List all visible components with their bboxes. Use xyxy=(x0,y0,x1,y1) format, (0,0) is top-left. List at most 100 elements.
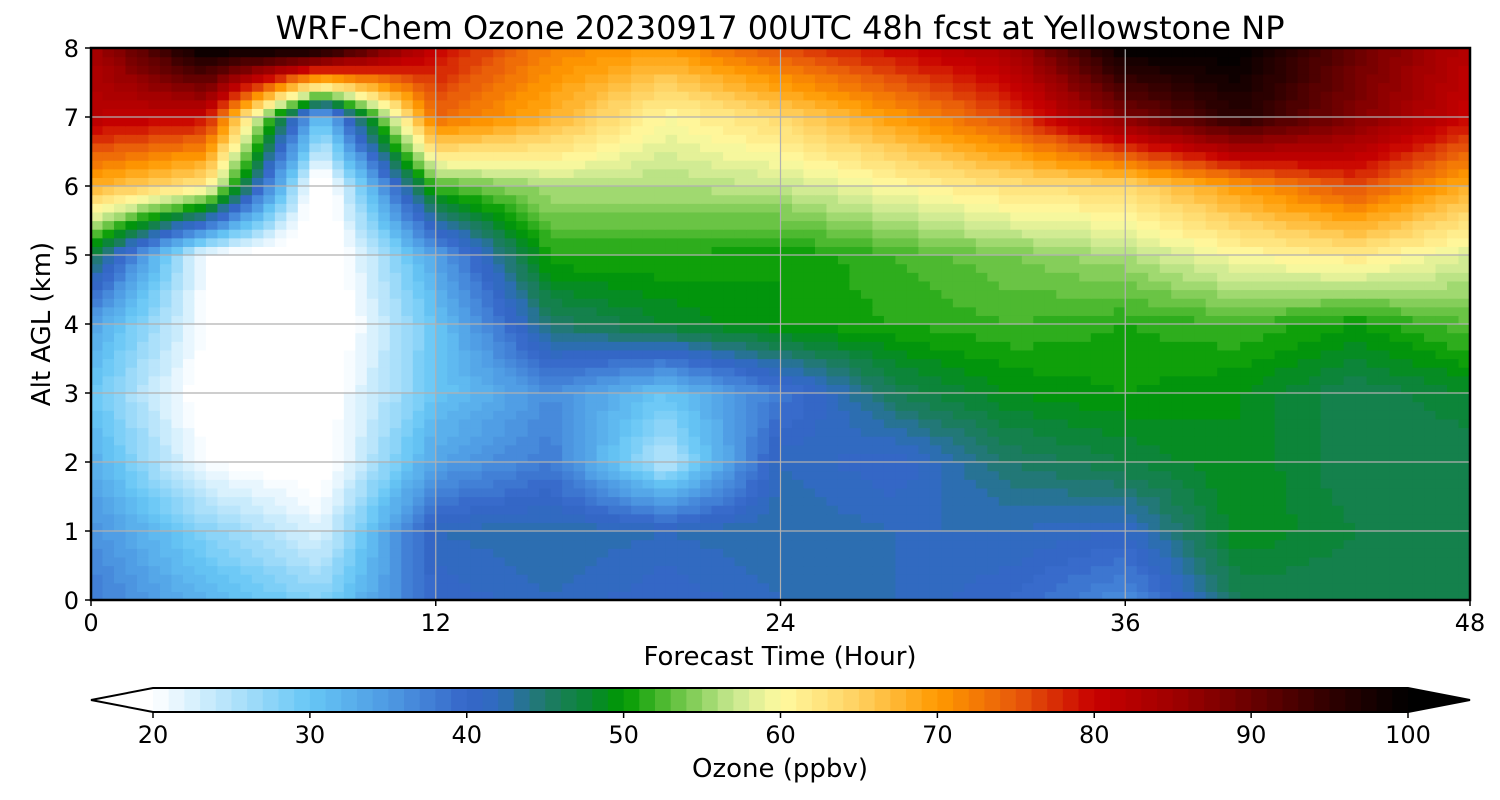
field-cell xyxy=(929,272,942,282)
field-cell xyxy=(378,410,391,420)
field-cell xyxy=(527,418,540,429)
field-cell xyxy=(872,513,885,523)
field-cell xyxy=(631,393,644,403)
field-cell xyxy=(585,237,598,247)
field-cell xyxy=(1424,444,1437,454)
field-cell xyxy=(780,393,793,403)
field-cell xyxy=(355,556,368,567)
field-cell xyxy=(205,427,219,437)
field-cell xyxy=(1171,487,1184,498)
field-cell xyxy=(1412,384,1425,394)
field-cell xyxy=(654,522,667,532)
field-cell xyxy=(1217,556,1230,567)
field-cell xyxy=(263,324,276,334)
field-cell xyxy=(987,513,1000,523)
field-cell xyxy=(1366,513,1379,523)
field-cell xyxy=(228,272,241,282)
field-cell xyxy=(389,453,402,463)
field-cell xyxy=(401,591,414,601)
field-cell xyxy=(1056,487,1069,498)
field-cell xyxy=(1424,418,1437,429)
field-cell xyxy=(263,289,276,299)
field-cell xyxy=(1033,427,1046,437)
field-cell xyxy=(309,505,322,515)
field-cell xyxy=(1274,401,1287,411)
field-cell xyxy=(964,401,977,411)
field-cell xyxy=(504,280,517,291)
field-cell xyxy=(1044,582,1057,592)
field-cell xyxy=(895,289,908,299)
field-cell xyxy=(1263,375,1276,385)
field-cell xyxy=(228,384,241,394)
field-cell xyxy=(654,470,667,480)
field-cell xyxy=(435,332,448,342)
field-cell xyxy=(1090,574,1103,584)
field-cell xyxy=(929,367,942,377)
field-cell xyxy=(562,315,575,325)
field-cell xyxy=(1102,513,1115,523)
field-cell xyxy=(504,367,517,377)
field-cell xyxy=(585,375,598,385)
field-cell xyxy=(619,367,632,377)
field-cell xyxy=(539,531,552,541)
field-cell xyxy=(1343,306,1356,316)
field-cell xyxy=(1205,582,1218,592)
field-cell xyxy=(975,315,988,325)
field-cell xyxy=(1171,324,1184,334)
field-cell xyxy=(470,531,483,541)
field-cell xyxy=(1332,591,1345,601)
field-cell xyxy=(332,393,345,403)
field-cell xyxy=(1159,496,1172,506)
field-cell xyxy=(1079,427,1092,437)
field-cell xyxy=(734,384,747,394)
field-cell xyxy=(125,393,138,403)
field-cell xyxy=(562,306,575,316)
field-cell xyxy=(1182,358,1195,368)
field-cell xyxy=(401,324,414,334)
field-cell xyxy=(883,487,897,498)
field-cell xyxy=(91,358,104,368)
field-cell xyxy=(1240,582,1253,592)
field-cell xyxy=(1286,393,1299,403)
field-cell xyxy=(1458,453,1471,463)
field-cell xyxy=(493,375,506,385)
field-cell xyxy=(1320,513,1333,523)
field-cell xyxy=(1125,479,1138,489)
field-cell xyxy=(1401,272,1414,282)
field-cell xyxy=(964,410,977,420)
field-cell xyxy=(1205,349,1218,360)
field-cell xyxy=(1424,255,1437,265)
field-cell xyxy=(194,479,207,489)
field-cell xyxy=(1159,375,1172,385)
field-cell xyxy=(711,565,724,575)
field-cell xyxy=(1320,505,1333,515)
field-cell xyxy=(573,427,586,437)
field-cell xyxy=(1286,324,1299,334)
field-cell xyxy=(952,410,965,420)
field-cell xyxy=(1148,513,1161,523)
field-cell xyxy=(1021,539,1034,549)
field-cell xyxy=(803,315,816,325)
field-cell xyxy=(1389,418,1402,429)
field-cell xyxy=(998,479,1011,489)
field-cell xyxy=(481,505,494,515)
field-cell xyxy=(136,324,150,334)
field-cell xyxy=(481,487,494,498)
field-cell xyxy=(343,487,356,498)
field-cell xyxy=(860,255,874,265)
field-cell xyxy=(309,263,322,273)
field-cell xyxy=(1424,436,1437,446)
field-cell xyxy=(1343,462,1356,472)
field-cell xyxy=(447,401,460,411)
field-cell xyxy=(826,444,839,454)
field-cell xyxy=(320,272,333,282)
field-cell xyxy=(1309,367,1322,377)
field-cell xyxy=(791,384,805,394)
field-cell xyxy=(458,444,471,454)
field-cell xyxy=(895,384,908,394)
field-cell xyxy=(435,289,448,299)
field-cell xyxy=(1424,479,1437,489)
field-cell xyxy=(309,453,322,463)
field-cell xyxy=(746,324,759,334)
field-cell xyxy=(182,539,196,549)
